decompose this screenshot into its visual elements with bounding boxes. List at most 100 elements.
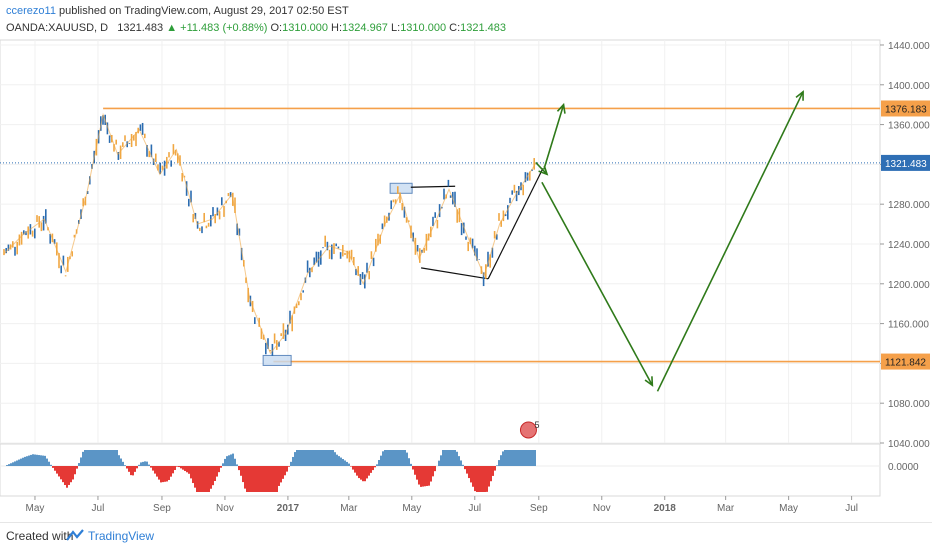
oscillator-bar — [74, 466, 76, 474]
y-tick-label: 1400.000 — [888, 81, 930, 92]
oscillator-bar — [116, 450, 118, 466]
oscillator-bar — [442, 450, 444, 466]
oscillator-bar — [160, 466, 162, 482]
oscillator-bar — [500, 455, 502, 466]
oscillator-bar — [224, 459, 226, 466]
x-tick-label: Mar — [340, 503, 358, 514]
oscillator-bar — [176, 466, 178, 467]
oscillator-bar — [84, 450, 86, 466]
oscillator-bar — [366, 466, 368, 478]
oscillator-bar — [232, 454, 234, 466]
oscillator-bar — [448, 450, 450, 466]
oscillator-bar — [198, 466, 200, 492]
oscillator-bar — [50, 465, 52, 466]
oscillator-bar — [88, 450, 90, 466]
oscillator-bar — [32, 454, 34, 466]
oscillator-bar — [524, 450, 526, 466]
oscillator-bar — [106, 450, 108, 466]
oscillator-bar — [414, 466, 416, 475]
oscillator-bar — [466, 466, 468, 474]
oscillator-bar — [460, 460, 462, 466]
oscillator-bar — [108, 450, 110, 466]
oscillator-tick-label: 0.0000 — [888, 462, 919, 473]
oscillator-bar — [190, 466, 192, 478]
oscillator-bar — [262, 466, 264, 492]
oscillator-bar — [444, 450, 446, 466]
oscillator-bar — [82, 452, 84, 466]
oscillator-bar — [424, 466, 426, 486]
oscillator-bar — [300, 450, 302, 466]
x-tick-label: 2018 — [654, 503, 677, 514]
oscillator-bar — [218, 466, 220, 472]
oscillator-bar — [238, 466, 240, 470]
oscillator-bar — [10, 463, 12, 466]
oscillator-bar — [368, 466, 370, 476]
oscillator-bar — [352, 466, 354, 470]
oscillator-bar — [130, 466, 132, 475]
x-tick-label: May — [26, 503, 45, 514]
y-tick-label: 1240.000 — [888, 240, 930, 251]
oscillator-bar — [166, 466, 168, 481]
oscillator-bar — [458, 456, 460, 466]
oscillator-bar — [308, 450, 310, 466]
oscillator-bar — [276, 466, 278, 492]
oscillator-bar — [148, 465, 150, 466]
price-chart[interactable]: 5 1440.0001400.0001360.0001320.0001280.0… — [0, 0, 932, 522]
oscillator-bar — [164, 466, 166, 482]
oscillator-bar — [312, 450, 314, 466]
oscillator-bar — [318, 450, 320, 466]
oscillator-bar — [454, 450, 456, 466]
oscillator-bar — [480, 466, 482, 492]
oscillator-bar — [76, 466, 78, 469]
oscillator-bar — [470, 466, 472, 482]
oscillator-bar — [486, 466, 488, 492]
tradingview-brand[interactable]: TradingView — [88, 529, 154, 543]
oscillator-bar — [282, 466, 284, 479]
oscillator-bar — [386, 450, 388, 466]
oscillator-bar — [476, 466, 478, 492]
oscillator-bar — [250, 466, 252, 492]
oscillator-bar — [346, 462, 348, 466]
oscillator-bar — [56, 466, 58, 474]
oscillator-bar — [378, 460, 380, 466]
oscillator-bar — [408, 458, 410, 466]
oscillator-bar — [52, 466, 54, 468]
oscillator-bar — [438, 461, 440, 466]
oscillator-bar — [240, 466, 242, 476]
oscillator-bar — [528, 450, 530, 466]
oscillator-bar — [64, 466, 66, 485]
oscillator-bar — [332, 450, 334, 466]
oscillator-bar — [370, 466, 372, 473]
x-tick-label: May — [402, 503, 421, 514]
oscillator-bar — [296, 450, 298, 466]
oscillator-bar — [196, 466, 198, 492]
oscillator-bar — [416, 466, 418, 480]
oscillator-bar — [286, 466, 288, 472]
oscillator-bar — [338, 456, 340, 466]
oscillator-bar — [58, 466, 60, 476]
oscillator-bar — [402, 450, 404, 466]
oscillator-bar — [514, 450, 516, 466]
y-tick-label: 1280.000 — [888, 200, 930, 211]
x-tick-label: Nov — [593, 503, 611, 514]
oscillator-bar — [170, 466, 172, 477]
oscillator-bar — [178, 466, 180, 467]
oscillator-bar — [268, 466, 270, 492]
oscillator-bar — [392, 450, 394, 466]
oscillator-bar — [152, 466, 154, 471]
oscillator-bar — [502, 451, 504, 466]
oscillator-bar — [508, 450, 510, 466]
oscillator-bar — [22, 458, 24, 466]
oscillator-bar — [40, 455, 42, 466]
oscillator-bar — [248, 466, 250, 492]
oscillator-bar — [374, 466, 376, 467]
oscillator-bar — [38, 455, 40, 466]
y-tick-label: 1160.000 — [888, 320, 929, 331]
oscillator-bar — [214, 466, 216, 481]
oscillator-bar — [20, 459, 22, 466]
oscillator-bar — [400, 450, 402, 466]
oscillator-bar — [326, 450, 328, 466]
oscillator-bar — [30, 455, 32, 466]
oscillator-bar — [272, 466, 274, 492]
oscillator-bar — [340, 458, 342, 466]
